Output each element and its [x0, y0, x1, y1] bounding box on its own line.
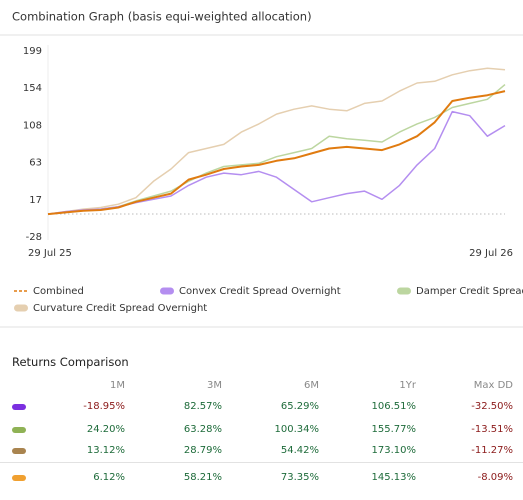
column-header: 3M	[207, 380, 222, 391]
y-tick-label: 199	[23, 46, 42, 57]
table-cell: -32.50%	[471, 401, 513, 412]
legend-marker	[160, 287, 174, 295]
legend-label: Curvature Credit Spread Overnight	[33, 303, 207, 314]
table-cell: 28.79%	[183, 445, 222, 456]
series-line	[47, 110, 506, 215]
table-cell: 63.28%	[183, 424, 222, 435]
table-cell: -8.09%	[477, 472, 513, 483]
legend-marker	[14, 304, 28, 312]
series-line	[47, 84, 506, 215]
y-tick-label: 154	[23, 83, 42, 94]
column-header: 1Yr	[399, 380, 416, 391]
y-tick-label: 108	[23, 121, 42, 132]
row-swatch	[12, 427, 26, 433]
legend-marker	[397, 287, 411, 295]
table-cell: -11.27%	[471, 445, 513, 456]
table-cell: 24.20%	[86, 424, 125, 435]
x-tick-label: 29 Jul 26	[469, 248, 513, 259]
y-tick-label: 63	[29, 157, 42, 168]
table-cell: -18.95%	[83, 401, 125, 412]
column-header: 6M	[304, 380, 319, 391]
y-tick-label: -28	[26, 232, 42, 243]
column-header: 1M	[110, 380, 125, 391]
table-cell: 145.13%	[371, 472, 417, 483]
table-cell: 173.10%	[371, 445, 417, 456]
table-cell: 73.35%	[280, 472, 319, 483]
series-line	[47, 90, 506, 216]
table-cell: 13.12%	[86, 445, 125, 456]
table-divider	[0, 462, 523, 463]
series-line	[47, 67, 506, 215]
legend-label: Convex Credit Spread Overnight	[179, 286, 341, 297]
table-cell: -13.51%	[471, 424, 513, 435]
row-swatch	[12, 475, 26, 481]
legend-label: Damper Credit Spread	[416, 286, 523, 297]
legend-label: Combined	[33, 286, 84, 297]
chart-title: Combination Graph (basis equi-weighted a…	[12, 10, 312, 24]
table-cell: 82.57%	[183, 401, 222, 412]
table-cell: 100.34%	[274, 424, 320, 435]
chart: Combination Graph (basis equi-weighted a…	[0, 10, 523, 328]
row-swatch	[12, 448, 26, 454]
row-swatch	[12, 404, 26, 410]
table-cell: 65.29%	[280, 401, 319, 412]
x-tick-label: 29 Jul 25	[28, 248, 72, 259]
table-title: Returns Comparison	[12, 355, 129, 369]
table-cell: 54.42%	[280, 445, 319, 456]
y-tick-label: 17	[29, 195, 42, 206]
table-cell: 155.77%	[371, 424, 417, 435]
table-cell: 6.12%	[93, 472, 125, 483]
column-header: Max DD	[473, 380, 513, 391]
table-cell: 58.21%	[183, 472, 222, 483]
table-cell: 106.51%	[371, 401, 417, 412]
